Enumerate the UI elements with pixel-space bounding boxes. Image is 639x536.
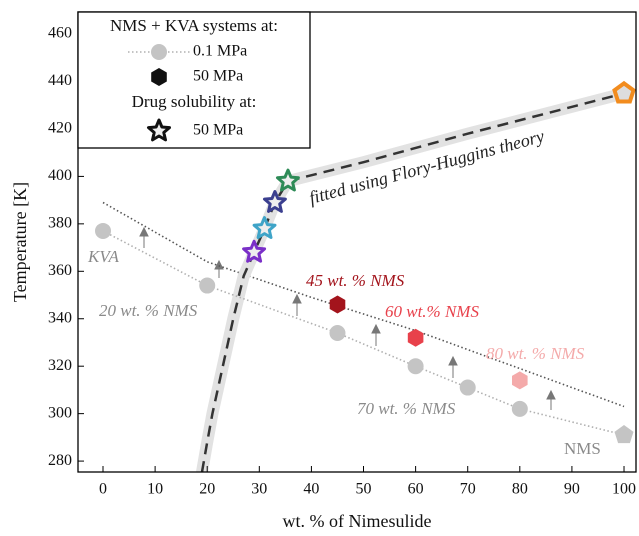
y-tick-label: 400: [48, 167, 72, 184]
point: [612, 80, 636, 104]
y-tick-label: 320: [48, 357, 72, 374]
x-tick-label: 80: [512, 481, 528, 498]
point: [199, 277, 216, 294]
x-tick-label: 100: [612, 481, 636, 498]
legend-box: [77, 11, 311, 149]
point: [407, 328, 424, 347]
y-tick-label: 300: [48, 404, 72, 421]
arrow-head: [139, 226, 149, 237]
arrow-head: [546, 389, 556, 400]
point: [329, 295, 346, 314]
point: [511, 400, 528, 417]
point: [329, 324, 346, 341]
legend-label: 50 MPa: [193, 68, 243, 85]
point: [614, 425, 634, 444]
x-tick-label: 40: [303, 481, 319, 498]
x-tick-label: 60: [408, 481, 424, 498]
point: [252, 216, 277, 239]
legend-marker: [147, 118, 171, 142]
plot-frame: [77, 11, 637, 473]
y-tick-label: 380: [48, 215, 72, 232]
y-tick-label: 420: [48, 120, 72, 137]
x-axis-title: wt. % of Nimesulide: [283, 511, 432, 531]
annotation: 45 wt. % NMS: [306, 271, 405, 290]
y-tick-label: 280: [48, 452, 72, 469]
arrow-head: [292, 293, 302, 304]
annotation: 60 wt.% NMS: [385, 302, 479, 321]
y-tick-label: 460: [48, 25, 72, 42]
legend-header: NMS + KVA systems at:: [110, 16, 278, 35]
x-tick-label: 50: [356, 481, 372, 498]
annotation: 20 wt. % NMS: [99, 301, 198, 320]
legend-header: Drug solubility at:: [132, 92, 257, 111]
x-tick-label: 90: [564, 481, 580, 498]
legend-marker: [151, 44, 167, 60]
annotation: KVA: [87, 247, 119, 266]
point: [242, 239, 267, 263]
arrow-head: [371, 323, 381, 334]
annotation: 70 wt. % NMS: [357, 399, 456, 418]
x-tick-label: 10: [147, 481, 163, 498]
x-tick-label: 20: [199, 481, 215, 498]
trend-line: [102, 201, 625, 408]
y-tick-label: 340: [48, 309, 72, 326]
arrow-head: [448, 355, 458, 366]
annotation: 80 wt. % NMS: [486, 344, 585, 363]
y-axis-title: Temperature [K]: [10, 182, 30, 302]
x-tick-label: 70: [460, 481, 476, 498]
x-tick-label: 0: [99, 481, 107, 498]
y-tick-label: 360: [48, 262, 72, 279]
point: [263, 190, 287, 213]
legend-marker: [151, 68, 167, 86]
point: [459, 379, 476, 396]
point: [407, 358, 424, 375]
legend-label: 50 MPa: [193, 122, 243, 139]
legend-label: 0.1 MPa: [193, 43, 247, 60]
point: [95, 222, 112, 239]
arrows: [139, 226, 556, 410]
annotation: NMS: [564, 439, 601, 458]
point: [512, 371, 528, 390]
x-tick-label: 30: [251, 481, 267, 498]
point: [276, 168, 300, 192]
y-tick-label: 440: [48, 72, 72, 89]
